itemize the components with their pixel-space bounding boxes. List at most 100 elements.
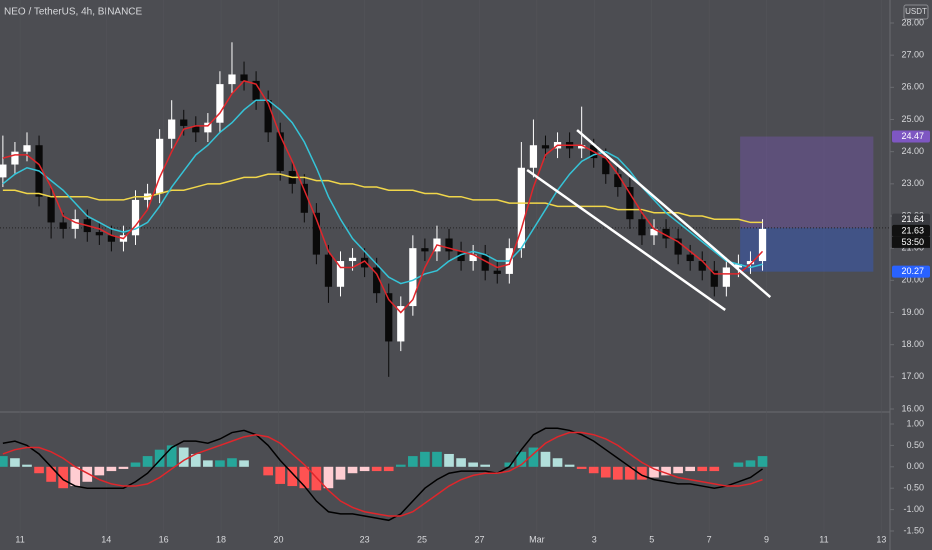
trendline xyxy=(526,168,726,311)
candle-body xyxy=(23,145,31,152)
y-tick-label: 19.00 xyxy=(901,307,924,317)
histogram-bar xyxy=(697,466,708,472)
x-tick-label: 20 xyxy=(273,534,283,544)
histogram-bar xyxy=(178,447,189,467)
candle-body xyxy=(156,138,164,194)
y-tick-label: -1.00 xyxy=(903,504,924,514)
y-tick-label: 18.00 xyxy=(901,339,924,349)
y-tick-label: 27.00 xyxy=(901,50,924,60)
macd-line xyxy=(2,431,763,517)
y-tick-label: 16.00 xyxy=(901,403,924,413)
candle-body xyxy=(517,167,525,249)
histogram-bar xyxy=(504,462,515,467)
candle-body xyxy=(360,257,369,268)
price-tag xyxy=(892,265,930,278)
histogram-bar xyxy=(154,449,165,467)
candle-body xyxy=(252,80,260,101)
candle-body xyxy=(541,145,550,149)
macd-line xyxy=(2,427,763,522)
histogram-bar xyxy=(203,460,213,467)
histogram-bar xyxy=(166,445,177,467)
candle-body xyxy=(312,212,320,255)
candle-body xyxy=(348,257,357,262)
candle-body xyxy=(421,248,429,252)
histogram-bar xyxy=(540,451,551,467)
candle-body xyxy=(95,232,103,236)
price-tag-label: 24.47 xyxy=(901,131,924,141)
y-tick-label: 0.50 xyxy=(906,440,924,450)
candle-body xyxy=(385,293,393,342)
currency-box xyxy=(903,4,929,20)
y-tick-label: 20.00 xyxy=(901,275,924,285)
histogram-bar xyxy=(82,466,93,482)
y-tick-label: 1.00 xyxy=(906,418,924,428)
candle-body xyxy=(638,219,646,236)
histogram-bar xyxy=(70,466,81,487)
histogram-bar xyxy=(564,464,575,467)
candle-body xyxy=(409,248,417,307)
histogram-bar xyxy=(130,462,141,467)
candle-body xyxy=(180,119,188,126)
price-tag-label: 21.64 xyxy=(901,214,924,224)
x-tick-label: 13 xyxy=(876,534,886,544)
histogram-bar xyxy=(58,466,68,489)
histogram-bar xyxy=(709,466,720,472)
candle-body xyxy=(228,74,236,85)
candle-body xyxy=(276,132,284,171)
candle-body xyxy=(578,145,586,149)
x-tick-label: 11 xyxy=(15,534,24,544)
histogram-bar xyxy=(383,466,394,472)
candle-body xyxy=(614,174,622,188)
histogram-bar xyxy=(456,458,466,467)
histogram-bar xyxy=(359,466,370,472)
histogram-bar xyxy=(673,466,683,474)
candle-body xyxy=(650,228,658,236)
histogram-bar xyxy=(757,456,768,467)
candle-body xyxy=(734,264,743,268)
x-tick-label: 16 xyxy=(159,534,169,544)
candle-body xyxy=(674,238,682,255)
candle-body xyxy=(529,145,538,168)
histogram-bar xyxy=(432,451,442,467)
target-zone xyxy=(740,136,874,228)
histogram-bar xyxy=(275,466,286,484)
x-tick-label: 3 xyxy=(592,534,597,544)
candle-body xyxy=(481,254,489,271)
x-tick-label: 27 xyxy=(474,534,484,544)
x-tick-label: 5 xyxy=(649,534,654,544)
histogram-bar xyxy=(528,447,539,467)
price-tag-label: 21.63 xyxy=(901,225,924,235)
candle-body xyxy=(602,158,610,175)
histogram-bar xyxy=(552,458,563,467)
histogram-bar xyxy=(420,451,430,467)
y-tick-label: 0.00 xyxy=(906,461,924,471)
price-tag xyxy=(892,130,930,143)
candle-body xyxy=(240,74,248,81)
histogram-bar xyxy=(46,466,56,482)
histogram-bar xyxy=(34,466,44,474)
price-tag xyxy=(892,224,930,237)
candle-body xyxy=(47,196,55,223)
histogram-bar xyxy=(347,466,358,474)
candle-body xyxy=(0,164,7,178)
histogram-bar xyxy=(588,466,599,474)
histogram-bar xyxy=(371,466,382,472)
histogram-bar xyxy=(287,466,298,487)
histogram-bar xyxy=(106,466,117,472)
candle-body xyxy=(469,254,477,262)
x-tick-label: 9 xyxy=(764,534,769,544)
countdown: 53:50 xyxy=(901,237,924,247)
candle-body xyxy=(698,261,706,271)
histogram-bar xyxy=(94,466,105,476)
histogram-bar xyxy=(22,464,32,467)
histogram-bar xyxy=(625,466,635,480)
y-tick-label: -0.50 xyxy=(903,483,924,493)
x-tick-label: 25 xyxy=(417,534,427,544)
candle-body xyxy=(662,228,670,239)
moving-average xyxy=(2,173,763,224)
price-tag xyxy=(892,213,930,226)
histogram-bar xyxy=(263,466,273,476)
candle-body xyxy=(746,261,755,265)
